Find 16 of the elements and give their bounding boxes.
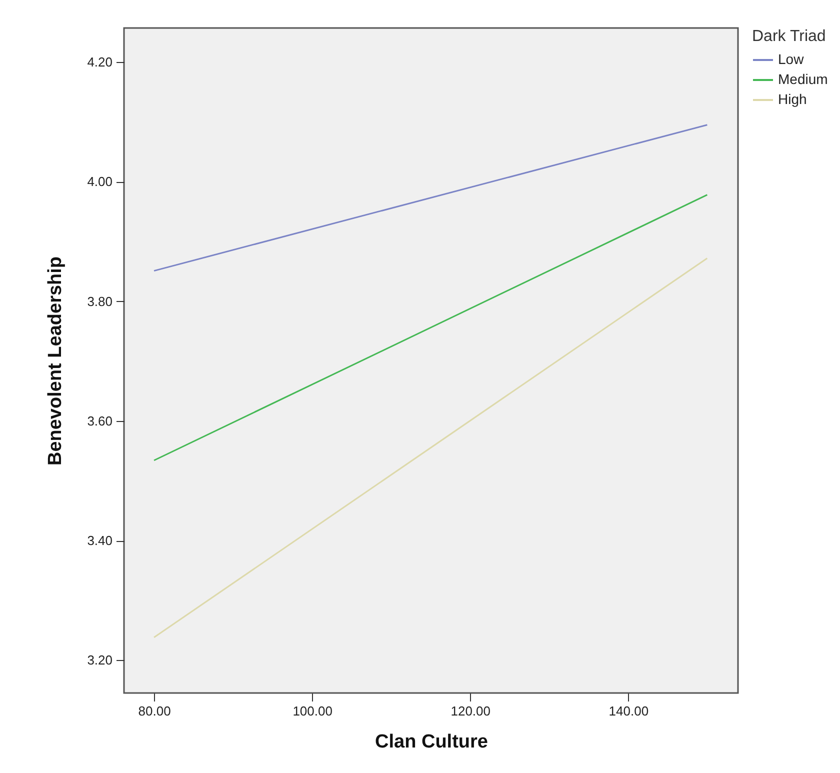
y-tick-label: 4.00: [87, 174, 112, 190]
x-tick-label: 80.00: [138, 704, 171, 718]
legend-label: Medium: [778, 71, 828, 87]
y-axis-title: Benevolent Leadership: [45, 256, 66, 466]
x-tick-label: 120.00: [450, 704, 490, 718]
legend-label: Low: [778, 51, 805, 67]
x-tick-label: 100.00: [292, 704, 332, 718]
x-axis-title: Clan Culture: [375, 732, 488, 752]
y-tick-label: 3.60: [87, 413, 112, 428]
x-tick-label: 140.00: [608, 704, 649, 718]
y-tick-label: 3.20: [87, 652, 112, 668]
legend-title: Dark Triad: [752, 28, 826, 45]
y-tick-label: 3.40: [87, 533, 112, 548]
y-tick-label: 3.80: [87, 294, 112, 309]
y-tick-label: 4.20: [87, 54, 112, 70]
legend-label: High: [778, 91, 807, 107]
